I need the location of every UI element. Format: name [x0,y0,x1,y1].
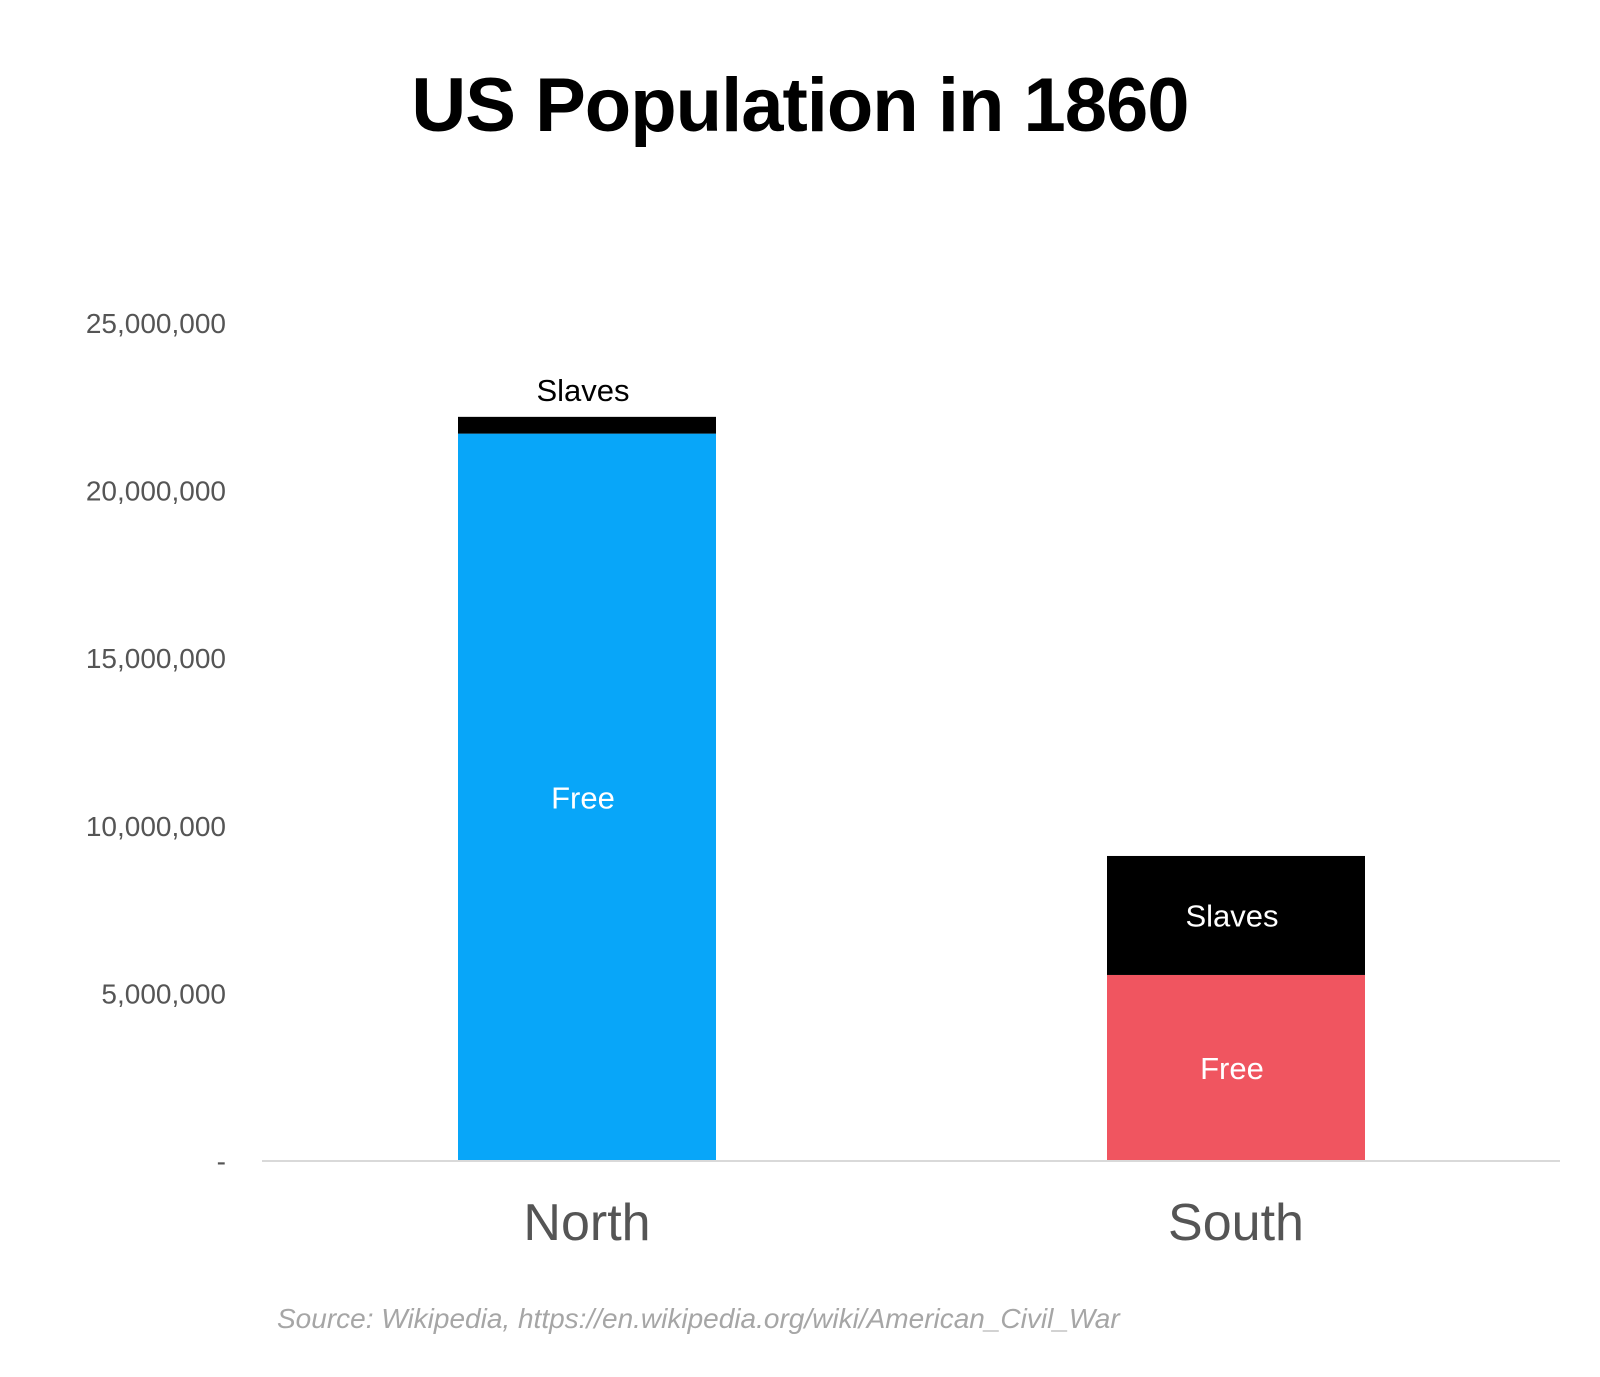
y-tick-label: - [217,1146,226,1177]
y-tick-label: 10,000,000 [86,811,226,842]
segment-label-south-free: Free [1200,1051,1264,1086]
x-axis-labels: North South [523,1194,1304,1252]
bar-segment-south-free [1107,974,1365,1161]
segment-labels: Free Slaves Free Slaves [536,373,1278,1086]
y-tick-label: 15,000,000 [86,643,226,674]
y-tick-label: 20,000,000 [86,476,226,507]
bar-segment-south-slaves [1107,855,1365,975]
segment-label-north-free: Free [551,780,615,815]
segment-label-north-slaves: Slaves [536,373,629,408]
source-note: Source: Wikipedia, https://en.wikipedia.… [277,1303,1120,1334]
bar-segment-north-slaves [458,416,716,434]
y-axis-ticks: - 5,000,000 10,000,000 15,000,000 20,000,000… [86,308,226,1177]
y-tick-label: 25,000,000 [86,308,226,339]
x-category-label: North [523,1194,650,1252]
segment-label-south-slaves: Slaves [1185,898,1278,933]
x-category-label: South [1168,1194,1304,1252]
bars [458,416,1365,1162]
chart-title: US Population in 1860 [411,63,1189,148]
y-tick-label: 5,000,000 [101,978,226,1009]
bar-segment-north-free [458,433,716,1162]
